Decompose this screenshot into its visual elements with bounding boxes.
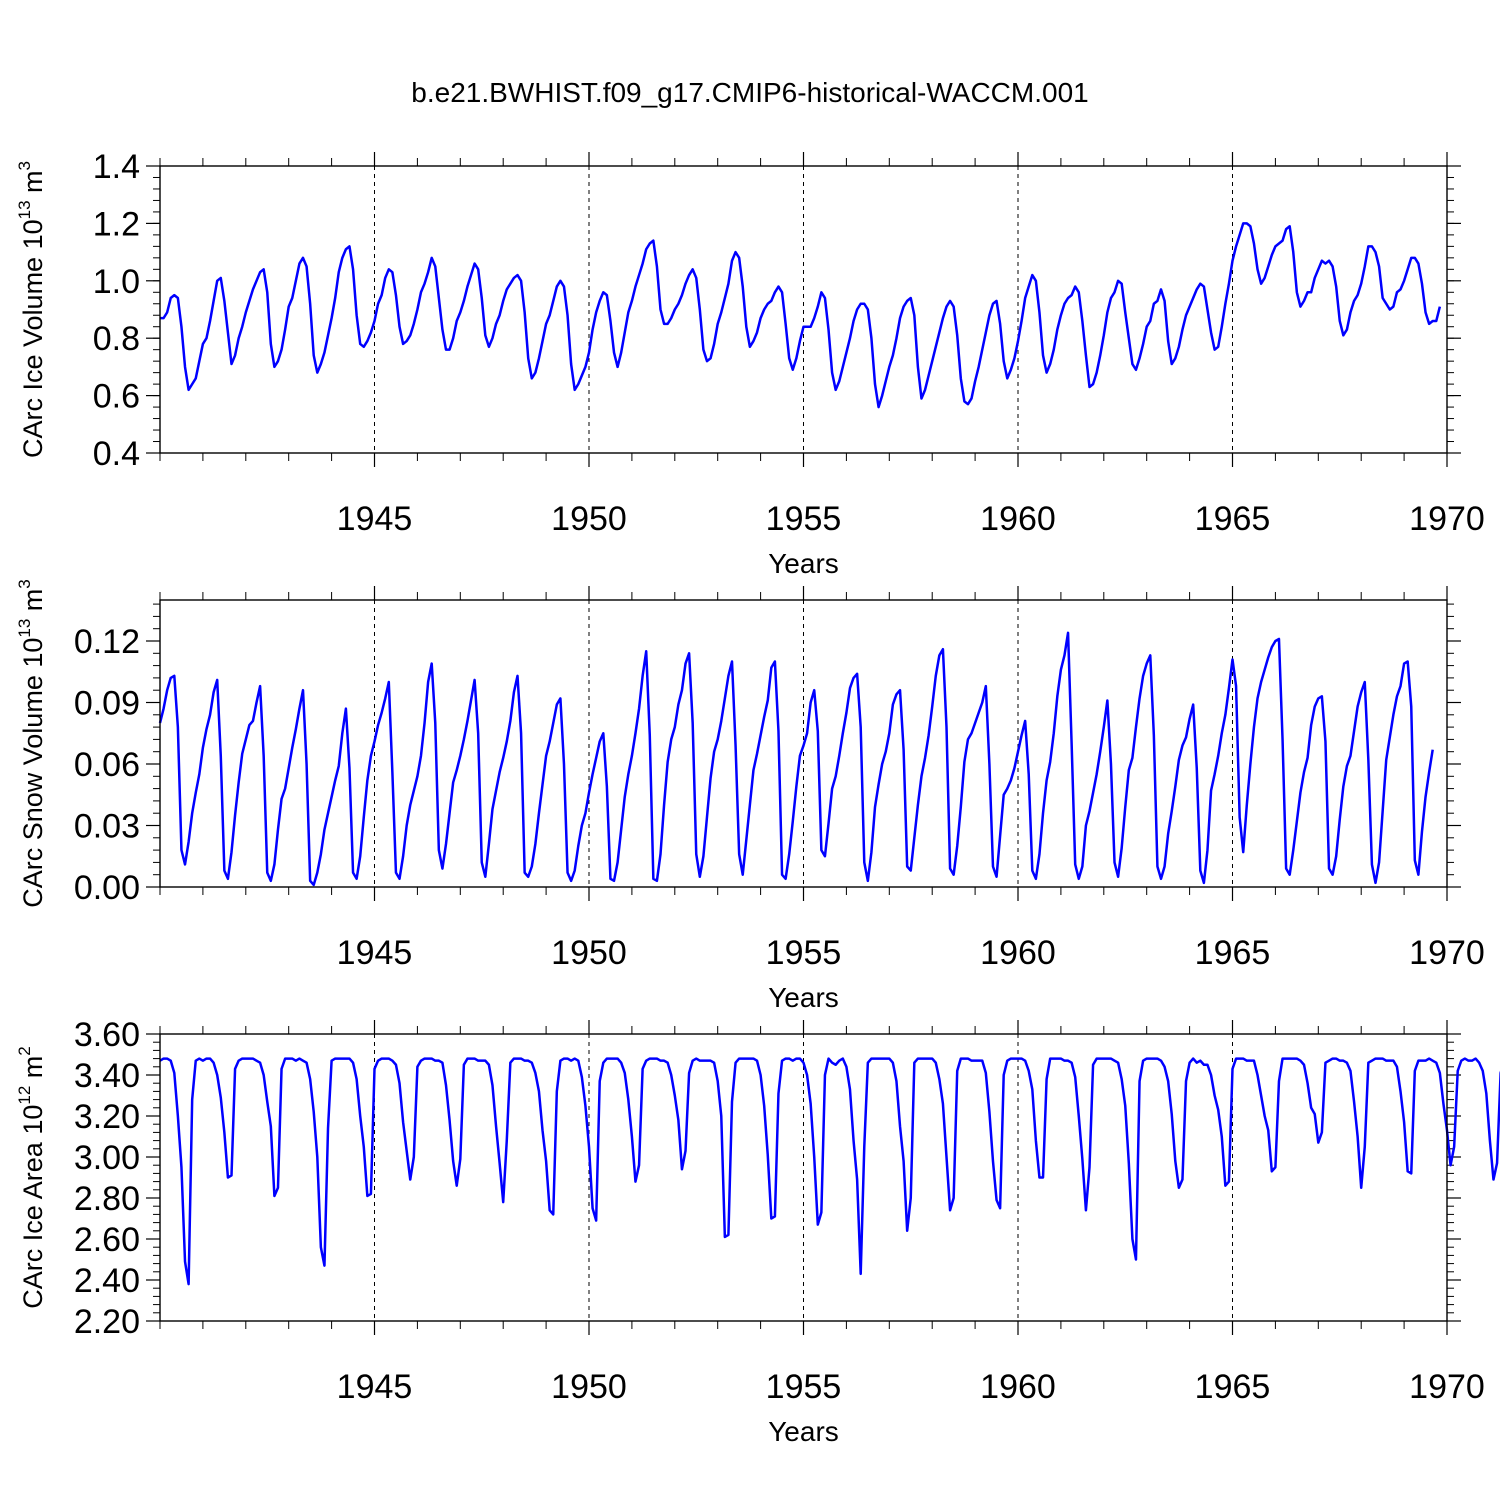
snow-volume-series-line [158, 631, 1434, 887]
ice-area-panel: 1945 1950 1955 1960 1965 1970 2.202.402.602.80… [15, 1016, 1500, 1447]
ice-area-ytick-label: 2.40 [74, 1262, 140, 1300]
snow-volume-ytick-label: 0.00 [74, 869, 140, 907]
snow-volume-xtick-label: 1960 [980, 934, 1056, 972]
ice-volume-ytick-label: 1.4 [93, 148, 140, 186]
ice-volume-ytick-label: 0.8 [93, 320, 140, 358]
snow-volume-ytick-label: 0.09 [74, 685, 140, 723]
snow-volume-x-axis-label: Years [768, 982, 839, 1013]
snow-volume-ytick-label: 0.06 [74, 746, 140, 784]
ice-area-xtick-label: 1950 [551, 1368, 627, 1406]
ice-volume-xtick-label: 1970 [1409, 500, 1485, 538]
ice-area-xtick-label: 1970 [1409, 1368, 1485, 1406]
ice-volume-xtick-label: 1960 [980, 500, 1056, 538]
ice-volume-series-line [160, 222, 1442, 409]
ice-volume-ytick-label: 0.6 [93, 378, 140, 416]
ice-volume-ytick-label: 1.0 [93, 263, 140, 301]
ice-volume-xtick-label: 1950 [551, 500, 627, 538]
ice-area-ytick-label: 3.20 [74, 1098, 140, 1136]
ice-area-ytick-label: 2.60 [74, 1221, 140, 1259]
page-title: b.e21.BWHIST.f09_g17.CMIP6-historical-WA… [411, 77, 1089, 108]
ice-volume-ytick-label: 1.2 [93, 205, 140, 243]
ice-area-ytick-label: 3.00 [74, 1139, 140, 1177]
snow-volume-y-axis-label: CArc Snow Volume 1013 m3 [15, 579, 48, 908]
ice-area-x-axis-label: Years [768, 1416, 839, 1447]
ice-area-xtick-label: 1960 [980, 1368, 1056, 1406]
ice-area-xtick-label: 1955 [766, 1368, 842, 1406]
snow-volume-ytick-label: 0.12 [74, 623, 140, 661]
ice-volume-xtick-label: 1965 [1195, 500, 1271, 538]
ice-volume-plot-frame [159, 165, 1448, 454]
ice-area-y-axis-label: CArc Ice Area 1012 m2 [15, 1046, 48, 1309]
ice-volume-xtick-label: 1955 [766, 500, 842, 538]
ice-area-ytick-label: 3.60 [74, 1016, 140, 1054]
ice-volume-xtick-label: 1945 [337, 500, 413, 538]
ice-area-ytick-label: 3.40 [74, 1057, 140, 1095]
ice-area-plot-frame [159, 1033, 1448, 1322]
snow-volume-plot-frame [159, 599, 1448, 888]
snow-volume-xtick-label: 1970 [1409, 934, 1485, 972]
ice-volume-panel: 1945 1950 1955 1960 1965 1970 0.4 0.6 0.8 1.0 1.2 1… [15, 148, 1485, 579]
snow-volume-ytick-label: 0.03 [74, 808, 140, 846]
snow-volume-xtick-label: 1950 [551, 934, 627, 972]
ice-volume-ytick-label: 0.4 [93, 435, 140, 473]
ice-area-xtick-label: 1945 [337, 1368, 413, 1406]
ice-area-ytick-label: 2.80 [74, 1180, 140, 1218]
snow-volume-xtick-label: 1955 [766, 934, 842, 972]
snow-volume-panel: 1945 1950 1955 1960 1965 1970 0.00 0.03 0.06 0.09… [15, 579, 1485, 1013]
ice-area-series-line [159, 1057, 1500, 1286]
ice-area-ytick-label: 2.20 [74, 1303, 140, 1341]
ice-area-xtick-label: 1965 [1195, 1368, 1271, 1406]
ice-volume-x-axis-label: Years [768, 548, 839, 579]
snow-volume-xtick-label: 1965 [1195, 934, 1271, 972]
snow-volume-xtick-label: 1945 [337, 934, 413, 972]
ice-volume-y-axis-label: CArc Ice Volume 1013 m3 [15, 161, 48, 458]
